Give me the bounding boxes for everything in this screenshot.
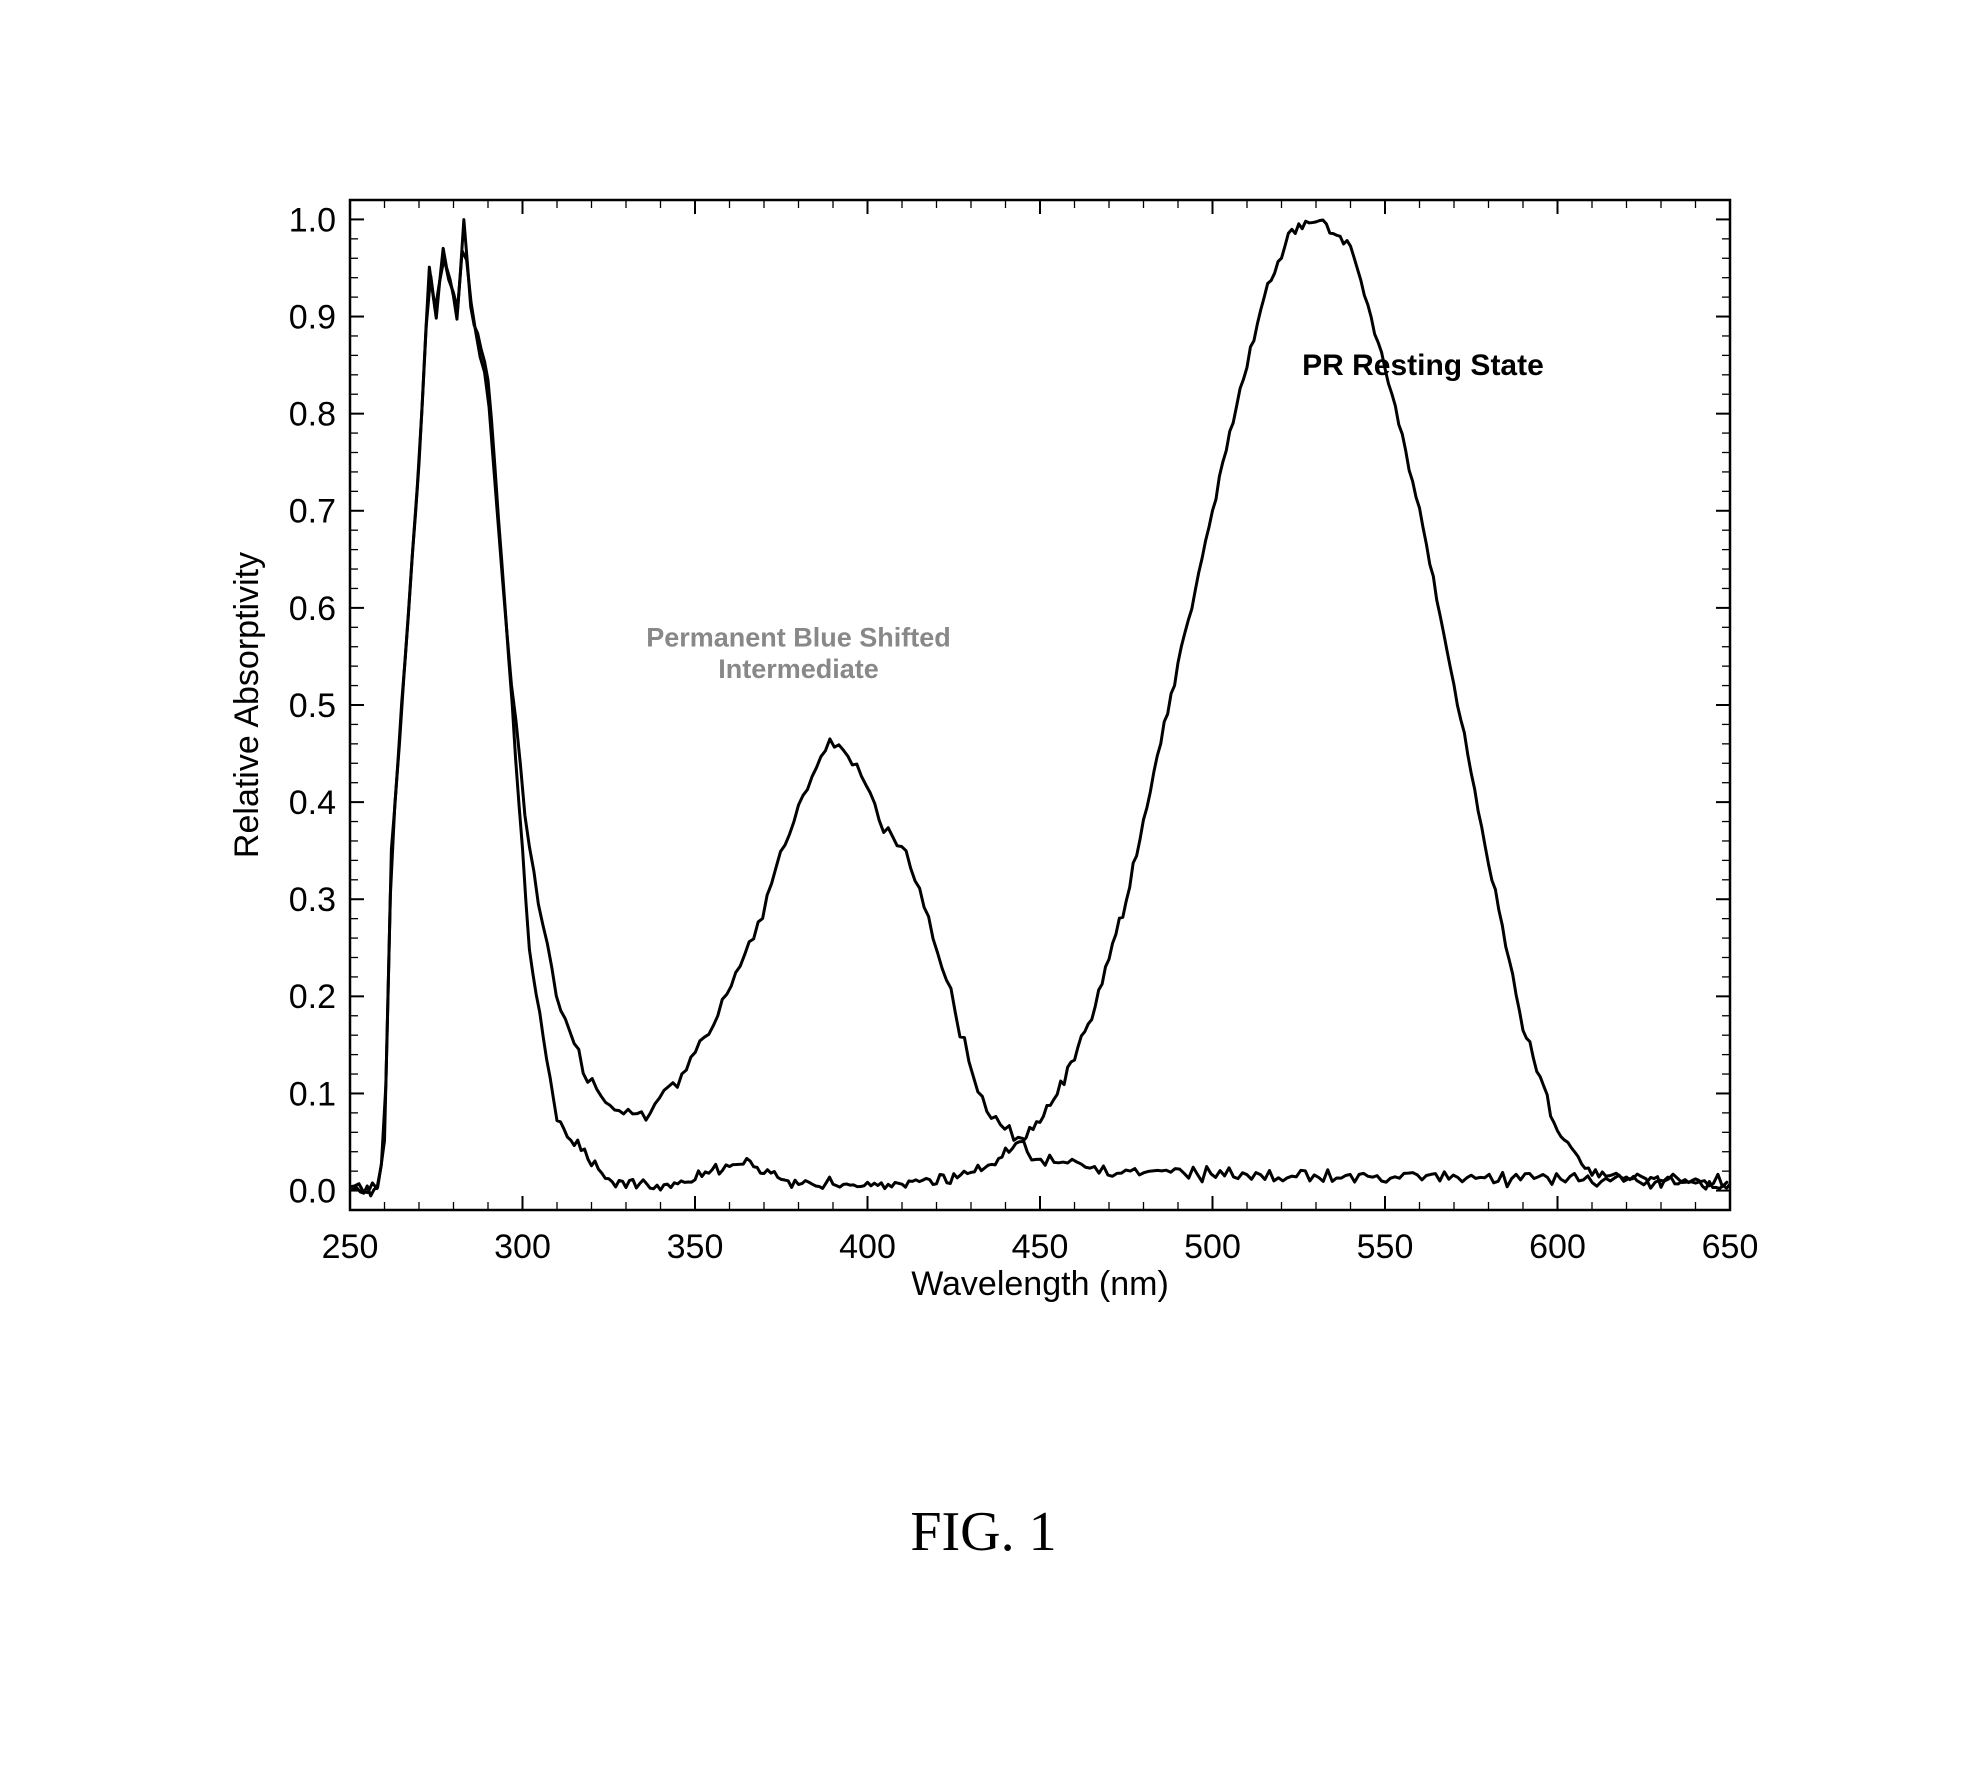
x-tick-label: 500 (1184, 1228, 1241, 1266)
y-tick-label: 0.0 (289, 1172, 336, 1210)
x-tick-label: 550 (1357, 1228, 1414, 1266)
y-tick-label: 0.2 (289, 978, 336, 1016)
y-tick-label: 0.1 (289, 1075, 336, 1113)
x-tick-label: 650 (1702, 1228, 1759, 1266)
chart-container: 250 300 350 400 450 500 550 600 650 0.0 0.1 0.2 0.3 0… (220, 180, 1760, 1320)
figure-caption: FIG. 1 (0, 1500, 1967, 1564)
y-tick-label: 0.7 (289, 493, 336, 531)
y-tick-label: 0.5 (289, 687, 336, 725)
x-tick-label: 600 (1529, 1228, 1586, 1266)
x-axis-label: Wavelength (nm) (911, 1265, 1169, 1303)
absorptivity-chart: 250 300 350 400 450 500 550 600 650 0.0 0.1 0.2 0.3 0… (220, 180, 1760, 1320)
y-tick-label: 0.4 (289, 784, 336, 822)
x-tick-label: 300 (494, 1228, 551, 1266)
x-tick-label: 400 (839, 1228, 896, 1266)
y-tick-label: 1.0 (289, 201, 336, 239)
y-tick-label: 0.6 (289, 590, 336, 628)
y-axis-label: Relative Absorptivity (228, 552, 266, 858)
y-tick-label: 0.8 (289, 396, 336, 434)
page: 250 300 350 400 450 500 550 600 650 0.0 0.1 0.2 0.3 0… (0, 0, 1967, 1781)
x-tick-label: 450 (1012, 1228, 1069, 1266)
annotation: PR Resting State (1302, 349, 1544, 382)
y-tick-label: 0.9 (289, 298, 336, 336)
y-tick-label: 0.3 (289, 881, 336, 919)
x-tick-label: 350 (667, 1228, 724, 1266)
x-tick-label: 250 (322, 1228, 379, 1266)
